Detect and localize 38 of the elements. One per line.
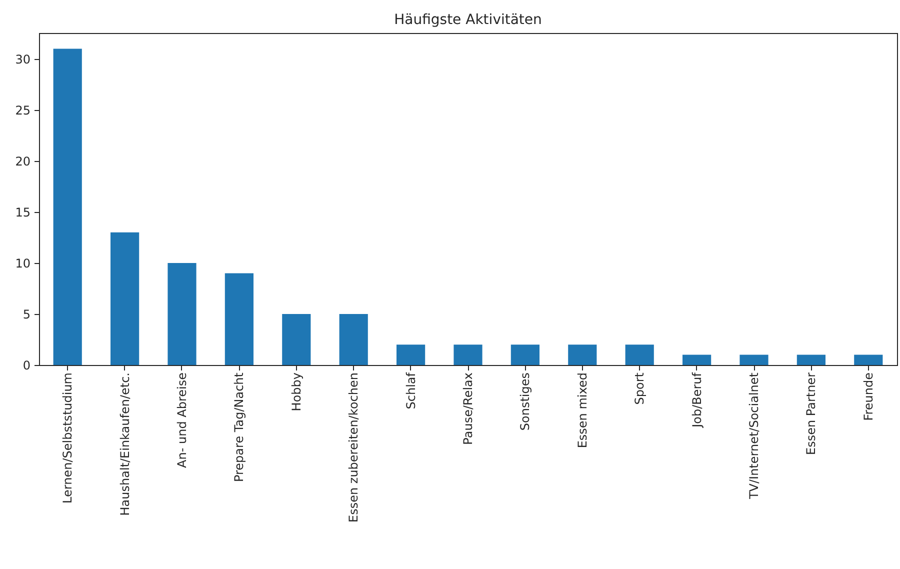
chart-title: Häufigste Aktivitäten (394, 12, 542, 28)
y-tick-label: 30 (15, 52, 30, 67)
x-tick-label: Sport (632, 372, 647, 405)
y-tick-label: 10 (15, 256, 30, 271)
bar (796, 354, 826, 365)
bar (339, 314, 368, 365)
x-tick-label: Sonstiges (518, 372, 532, 431)
bar (168, 263, 196, 365)
x-tick-label: Pause/Relax (461, 372, 475, 445)
y-tick-label: 20 (15, 154, 30, 169)
bar (53, 48, 82, 365)
x-tick-label: Hobby (289, 372, 304, 412)
y-tick-label: 25 (15, 104, 30, 118)
x-tick-label: Essen Partner (804, 372, 818, 455)
x-tick-label: Schlaf (404, 372, 418, 410)
x-tick-label: Job/Beruf (690, 372, 704, 428)
bar (568, 344, 597, 365)
bar (510, 344, 540, 365)
bar (110, 232, 140, 365)
bar (682, 354, 712, 365)
bar (224, 273, 254, 365)
bar (625, 344, 654, 365)
x-tick-label: Essen zubereiten/kochen (346, 372, 361, 522)
bar (454, 344, 482, 365)
y-tick-label: 15 (15, 206, 30, 220)
bar (282, 314, 311, 365)
bar (740, 354, 768, 365)
x-tick-label: TV/Internet/Socialnet (747, 372, 761, 500)
x-tick-label: Lernen/Selbststudium (60, 372, 75, 504)
x-tick-label: Freunde (861, 372, 876, 421)
x-tick-label: Prepare Tag/Nacht (232, 372, 246, 482)
y-tick-label: 5 (22, 308, 30, 322)
bar (854, 354, 883, 365)
x-tick-label: Haushalt/Einkaufen/etc. (118, 372, 132, 516)
bar (396, 344, 426, 365)
x-tick-label: Essen mixed (575, 372, 590, 448)
x-tick-label: An- und Abreise (175, 372, 189, 468)
y-tick-label: 0 (22, 358, 30, 372)
